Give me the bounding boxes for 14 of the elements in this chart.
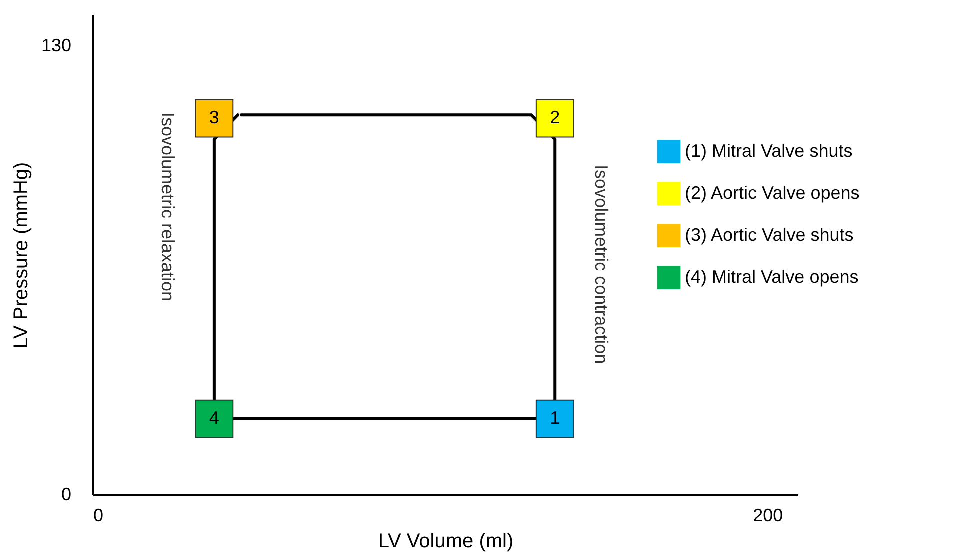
annotation: 4 [209, 408, 220, 428]
annotation: Isovolumetric relaxation [158, 112, 178, 302]
legend-label: (1) Mitral Valve shuts [685, 140, 853, 161]
legend-label: (4) Mitral Valve opens [685, 266, 859, 287]
annotation: 3 [209, 108, 220, 128]
annotation: 2 [550, 108, 560, 128]
legend-label: (2) Aortic Valve opens [685, 182, 860, 203]
x-axis-title: LV Volume (ml) [378, 530, 514, 552]
legend-label: (3) Aortic Valve shuts [685, 224, 854, 245]
y-axis-title: LV Pressure (mmHg) [10, 162, 32, 349]
annotation: Isovolumetric contraction [592, 165, 612, 364]
y-tick-label: 130 [41, 36, 72, 56]
annotation: 1 [550, 408, 560, 428]
x-tick-label: 200 [753, 506, 784, 526]
